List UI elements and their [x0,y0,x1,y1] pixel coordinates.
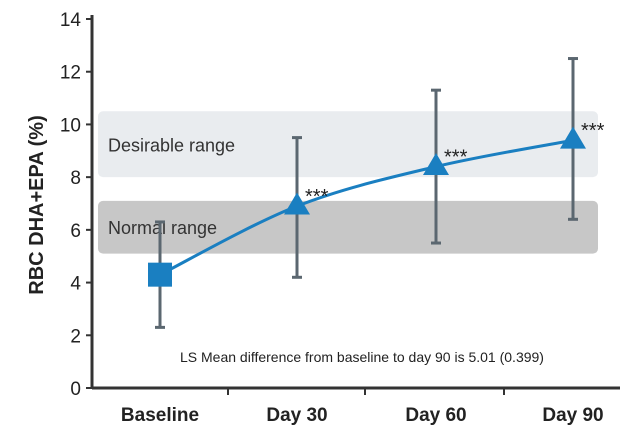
y-tick-label: 10 [60,115,81,136]
series-line [159,138,574,277]
significance-label: *** [444,147,468,169]
band-label-0: Desirable range [108,135,235,155]
error-bars [155,57,578,329]
annotation-text: LS Mean difference from baseline to day … [180,349,544,365]
x-tick-label: Baseline [121,405,199,426]
band-label-1: Normal range [108,218,217,238]
y-tick-label: 2 [70,326,81,347]
data-point [423,152,449,175]
y-tick-label: 14 [60,10,82,31]
x-tick-label: Day 30 [266,405,327,426]
labels: *** *** *** [305,120,605,208]
y-tick-label: 8 [70,168,81,189]
range-bands: Desirable range Normal range [98,111,598,254]
x-tick-label: Day 60 [405,405,466,426]
y-tick-label: 4 [70,274,81,295]
x-tick-label: Day 90 [542,405,603,426]
series [148,126,586,287]
y-tick-label: 12 [60,63,81,84]
y-tick-label: 0 [70,379,81,400]
axes: 0 2 4 6 8 10 12 14 Baseline Day 30 Day 60 Day 90 [60,10,620,426]
significance-label: *** [581,120,605,142]
data-point [284,192,310,215]
y-axis-label: RBC DHA+EPA (%) [26,115,48,294]
significance-label: *** [305,186,329,208]
y-tick-label: 6 [70,221,81,242]
data-point [560,126,586,149]
band-0 [98,111,598,178]
data-point [148,262,172,287]
